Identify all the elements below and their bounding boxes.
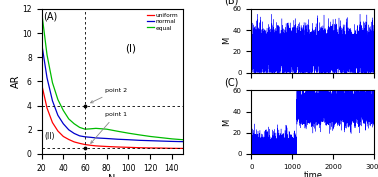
uniform	[115, 146, 120, 148]
uniform	[181, 147, 185, 150]
normal	[181, 141, 185, 143]
equal	[104, 128, 109, 130]
uniform	[67, 138, 71, 141]
Line: equal: equal	[42, 11, 183, 140]
normal	[159, 140, 163, 142]
Line: uniform: uniform	[42, 84, 183, 149]
uniform	[72, 141, 76, 143]
equal	[45, 54, 49, 56]
Text: (C): (C)	[225, 77, 239, 87]
equal	[77, 126, 82, 129]
equal	[72, 123, 76, 125]
normal	[39, 42, 44, 44]
Text: (I): (I)	[125, 43, 136, 53]
uniform	[88, 144, 93, 146]
normal	[137, 139, 142, 141]
equal	[61, 109, 65, 112]
uniform	[159, 147, 163, 149]
normal	[104, 138, 109, 140]
uniform	[148, 147, 152, 149]
normal	[83, 136, 87, 138]
equal	[170, 138, 174, 140]
uniform	[83, 144, 87, 146]
uniform	[104, 145, 109, 148]
Line: normal: normal	[42, 43, 183, 142]
uniform	[61, 135, 65, 138]
X-axis label: N: N	[108, 174, 116, 177]
normal	[115, 138, 120, 140]
uniform	[126, 146, 131, 148]
equal	[115, 130, 120, 132]
Y-axis label: M: M	[222, 37, 231, 44]
normal	[45, 77, 49, 79]
uniform	[170, 147, 174, 149]
Text: (II): (II)	[45, 132, 55, 141]
Text: (A): (A)	[43, 12, 57, 22]
equal	[56, 98, 60, 101]
uniform	[56, 130, 60, 132]
Y-axis label: AR: AR	[11, 75, 21, 88]
equal	[50, 82, 55, 84]
normal	[50, 100, 55, 102]
uniform	[39, 83, 44, 85]
normal	[148, 140, 152, 142]
uniform	[94, 145, 98, 147]
equal	[94, 127, 98, 129]
Text: point 2: point 2	[91, 88, 127, 103]
equal	[39, 10, 44, 12]
X-axis label: time: time	[303, 171, 322, 177]
uniform	[45, 107, 49, 109]
normal	[77, 135, 82, 137]
normal	[61, 123, 65, 125]
uniform	[137, 147, 142, 149]
equal	[181, 139, 185, 141]
normal	[94, 137, 98, 139]
Text: (B): (B)	[225, 0, 239, 6]
uniform	[77, 142, 82, 144]
equal	[83, 128, 87, 130]
normal	[126, 139, 131, 141]
normal	[67, 129, 71, 131]
equal	[159, 137, 163, 139]
equal	[137, 134, 142, 136]
Y-axis label: M: M	[222, 119, 231, 126]
Text: point 1: point 1	[91, 113, 127, 143]
equal	[67, 118, 71, 120]
normal	[88, 136, 93, 138]
equal	[126, 132, 131, 134]
uniform	[50, 121, 55, 124]
normal	[170, 140, 174, 142]
equal	[148, 135, 152, 138]
normal	[72, 132, 76, 135]
normal	[56, 114, 60, 116]
Legend: uniform, normal, equal: uniform, normal, equal	[146, 12, 180, 32]
equal	[88, 128, 93, 130]
